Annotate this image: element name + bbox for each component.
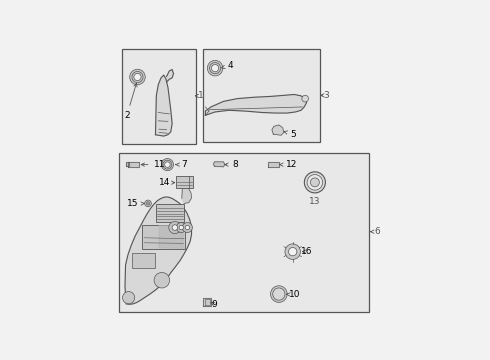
Circle shape bbox=[207, 60, 223, 76]
Circle shape bbox=[307, 175, 322, 190]
Circle shape bbox=[302, 95, 309, 102]
Circle shape bbox=[179, 225, 183, 230]
Text: 7: 7 bbox=[175, 160, 187, 169]
Text: 9: 9 bbox=[211, 300, 218, 309]
Circle shape bbox=[147, 202, 149, 205]
Bar bbox=[132, 253, 155, 268]
Text: 12: 12 bbox=[280, 160, 297, 169]
Text: 1: 1 bbox=[198, 91, 204, 100]
Text: 11: 11 bbox=[141, 160, 165, 169]
Bar bbox=[156, 204, 184, 222]
Polygon shape bbox=[268, 162, 279, 167]
Text: 15: 15 bbox=[127, 199, 145, 208]
Text: 4: 4 bbox=[221, 61, 233, 70]
Circle shape bbox=[172, 225, 178, 230]
Polygon shape bbox=[126, 162, 128, 166]
Text: 16: 16 bbox=[300, 247, 312, 256]
Text: 8: 8 bbox=[225, 160, 238, 169]
Bar bbox=[203, 49, 320, 141]
Circle shape bbox=[122, 292, 135, 304]
Polygon shape bbox=[182, 185, 192, 203]
Polygon shape bbox=[205, 94, 307, 115]
Bar bbox=[122, 49, 196, 144]
Polygon shape bbox=[155, 75, 172, 136]
Circle shape bbox=[154, 273, 170, 288]
Circle shape bbox=[285, 244, 300, 260]
Circle shape bbox=[304, 172, 325, 193]
Polygon shape bbox=[159, 226, 183, 248]
Polygon shape bbox=[272, 125, 284, 135]
Text: 10: 10 bbox=[287, 291, 301, 300]
Text: 13: 13 bbox=[309, 197, 320, 206]
Text: 5: 5 bbox=[284, 130, 295, 139]
Polygon shape bbox=[125, 197, 192, 304]
Circle shape bbox=[169, 221, 181, 234]
Bar bbox=[120, 153, 369, 312]
Circle shape bbox=[273, 288, 285, 300]
Circle shape bbox=[134, 73, 141, 81]
Circle shape bbox=[270, 286, 287, 302]
Polygon shape bbox=[167, 69, 173, 82]
Circle shape bbox=[182, 222, 193, 233]
Text: 2: 2 bbox=[124, 84, 137, 120]
Text: 14: 14 bbox=[159, 178, 175, 187]
Text: 6: 6 bbox=[374, 227, 380, 236]
Polygon shape bbox=[203, 298, 211, 306]
Bar bbox=[176, 176, 193, 188]
Circle shape bbox=[165, 162, 170, 167]
Circle shape bbox=[130, 69, 145, 85]
Circle shape bbox=[161, 158, 173, 171]
Text: 3: 3 bbox=[323, 91, 329, 100]
Circle shape bbox=[274, 290, 283, 298]
Circle shape bbox=[176, 222, 186, 233]
Circle shape bbox=[289, 247, 297, 256]
Polygon shape bbox=[214, 162, 225, 167]
Circle shape bbox=[145, 200, 151, 207]
Circle shape bbox=[185, 225, 190, 230]
Circle shape bbox=[311, 178, 319, 187]
Bar bbox=[143, 225, 185, 249]
Polygon shape bbox=[128, 162, 139, 167]
Circle shape bbox=[212, 64, 219, 72]
